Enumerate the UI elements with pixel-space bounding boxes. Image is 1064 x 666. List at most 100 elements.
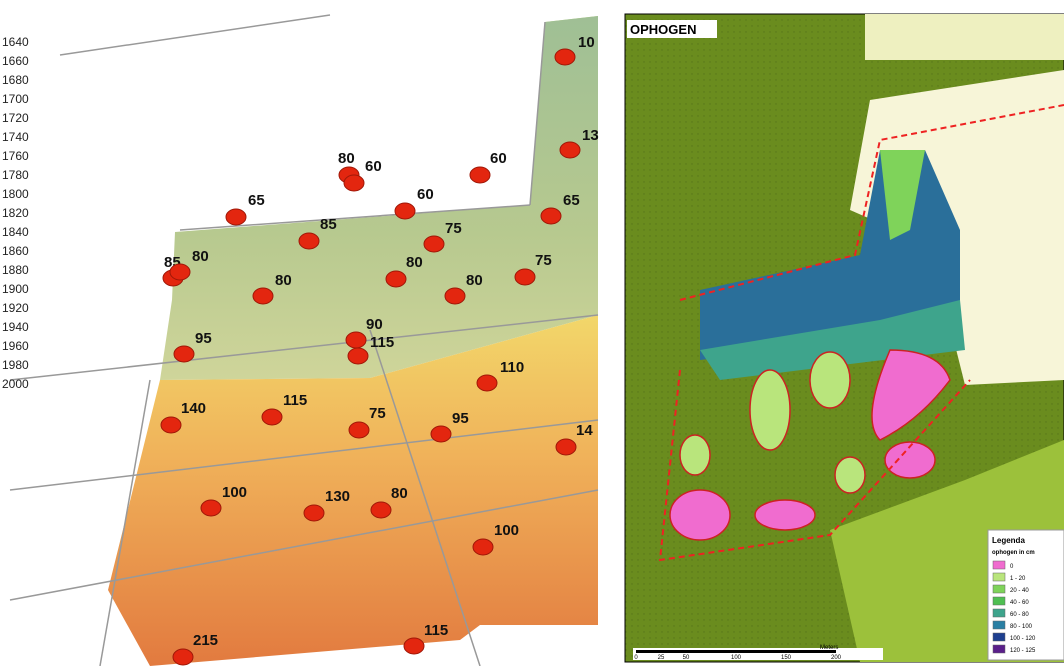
legend-label: 0 xyxy=(1010,564,1014,570)
sample-point xyxy=(225,208,247,226)
scalebar-tick: 50 xyxy=(683,655,690,661)
sample-point xyxy=(172,648,194,666)
scale-label: 1800 xyxy=(2,187,29,201)
point-label: 100 xyxy=(494,522,519,539)
scale-label: 1640 xyxy=(2,35,29,49)
sample-point xyxy=(169,263,191,281)
point-label: 80 xyxy=(275,272,292,289)
point-label: 75 xyxy=(369,405,386,422)
sample-point xyxy=(370,501,392,519)
point-label: 85 xyxy=(320,216,337,233)
scale-label: 1960 xyxy=(2,339,29,353)
sample-point xyxy=(347,347,369,365)
scalebar xyxy=(636,650,836,653)
sample-point xyxy=(444,287,466,305)
point-label: 80 xyxy=(192,248,209,265)
point-label: 130 xyxy=(325,488,350,505)
point-label: 13 xyxy=(582,127,599,144)
legend-swatch xyxy=(992,560,1006,570)
sample-point xyxy=(540,207,562,225)
legend-swatch xyxy=(992,632,1006,642)
scale-label: 1720 xyxy=(2,111,29,125)
sample-point xyxy=(343,174,365,192)
legend-label: 100 - 120 xyxy=(1010,636,1036,642)
point-label: 115 xyxy=(424,622,448,639)
point-label: 60 xyxy=(365,158,382,175)
map-title: OPHOGEN xyxy=(630,22,696,37)
sample-point xyxy=(472,538,494,556)
legend-swatch xyxy=(992,572,1006,582)
left-map xyxy=(9,14,599,666)
legend-label: 40 - 60 xyxy=(1010,600,1029,606)
legend-swatch xyxy=(992,596,1006,606)
point-label: 80 xyxy=(391,485,408,502)
sample-point xyxy=(423,235,445,253)
scale-label: 1760 xyxy=(2,149,29,163)
legend-swatch xyxy=(992,644,1006,654)
scale-label: 1680 xyxy=(2,73,29,87)
scale-label: 1880 xyxy=(2,263,29,277)
point-label: 14 xyxy=(576,422,593,439)
point-label: 75 xyxy=(445,220,462,237)
point-label: 80 xyxy=(466,272,483,289)
legend-subtitle: ophogen in cm xyxy=(992,550,1035,556)
scale-label: 1940 xyxy=(2,320,29,334)
sample-point xyxy=(403,637,425,655)
right-map: OPHOGEN Legenda ophogen in cm 0 1 - 20 20 … xyxy=(624,13,1064,663)
sample-point xyxy=(559,141,581,159)
sample-point xyxy=(394,202,416,220)
point-label: 65 xyxy=(248,192,265,209)
scalebar-tick: 0 xyxy=(634,655,638,661)
green-zone xyxy=(160,16,598,380)
sample-point xyxy=(261,408,283,426)
point-label: 80 xyxy=(338,150,355,167)
scale-label: 1700 xyxy=(2,92,29,106)
sample-point xyxy=(430,425,452,443)
sample-point xyxy=(555,438,577,456)
point-label: 75 xyxy=(535,252,552,269)
point-label: 95 xyxy=(195,330,212,347)
point-label: 80 xyxy=(406,254,423,271)
legend-title: Legenda xyxy=(992,536,1025,545)
sample-point xyxy=(345,331,367,349)
legend-label: 120 - 125 xyxy=(1010,648,1036,654)
point-label: 95 xyxy=(452,410,469,427)
scale-label: 1920 xyxy=(2,301,29,315)
point-label: 60 xyxy=(417,186,434,203)
sample-point xyxy=(252,287,274,305)
sample-point xyxy=(303,504,325,522)
point-label: 100 xyxy=(222,484,247,501)
scale-label: 1660 xyxy=(2,54,29,68)
orange-zone xyxy=(108,315,598,666)
legend-swatch xyxy=(992,584,1006,594)
scale-label: 1820 xyxy=(2,206,29,220)
scalebar-tick: 200 xyxy=(831,655,842,661)
point-label: 140 xyxy=(181,400,206,417)
sample-point xyxy=(554,48,576,66)
point-label: 115 xyxy=(283,392,307,409)
roads xyxy=(9,14,599,666)
sample-point xyxy=(173,345,195,363)
sample-point xyxy=(514,268,536,286)
scale-label: 1840 xyxy=(2,225,29,239)
sample-point xyxy=(476,374,498,392)
scale-label: 1740 xyxy=(2,130,29,144)
sample-point xyxy=(298,232,320,250)
point-label: 60 xyxy=(490,150,507,167)
legend-label: 20 - 40 xyxy=(1010,588,1029,594)
scalebar-tick: 150 xyxy=(781,655,792,661)
sample-point xyxy=(200,499,222,517)
point-label: 110 xyxy=(500,359,524,376)
legend-swatch xyxy=(992,620,1006,630)
point-label: 65 xyxy=(563,192,580,209)
pink-zones xyxy=(669,349,951,541)
point-label: 215 xyxy=(193,632,218,649)
scale-label: 1980 xyxy=(2,358,29,372)
scale-label: 1900 xyxy=(2,282,29,296)
scalebar-tick: 100 xyxy=(731,655,742,661)
scale-label: 1780 xyxy=(2,168,29,182)
sample-point xyxy=(469,166,491,184)
legend-label: 1 - 20 xyxy=(1010,576,1026,582)
scalebar-tick: 25 xyxy=(658,655,665,661)
